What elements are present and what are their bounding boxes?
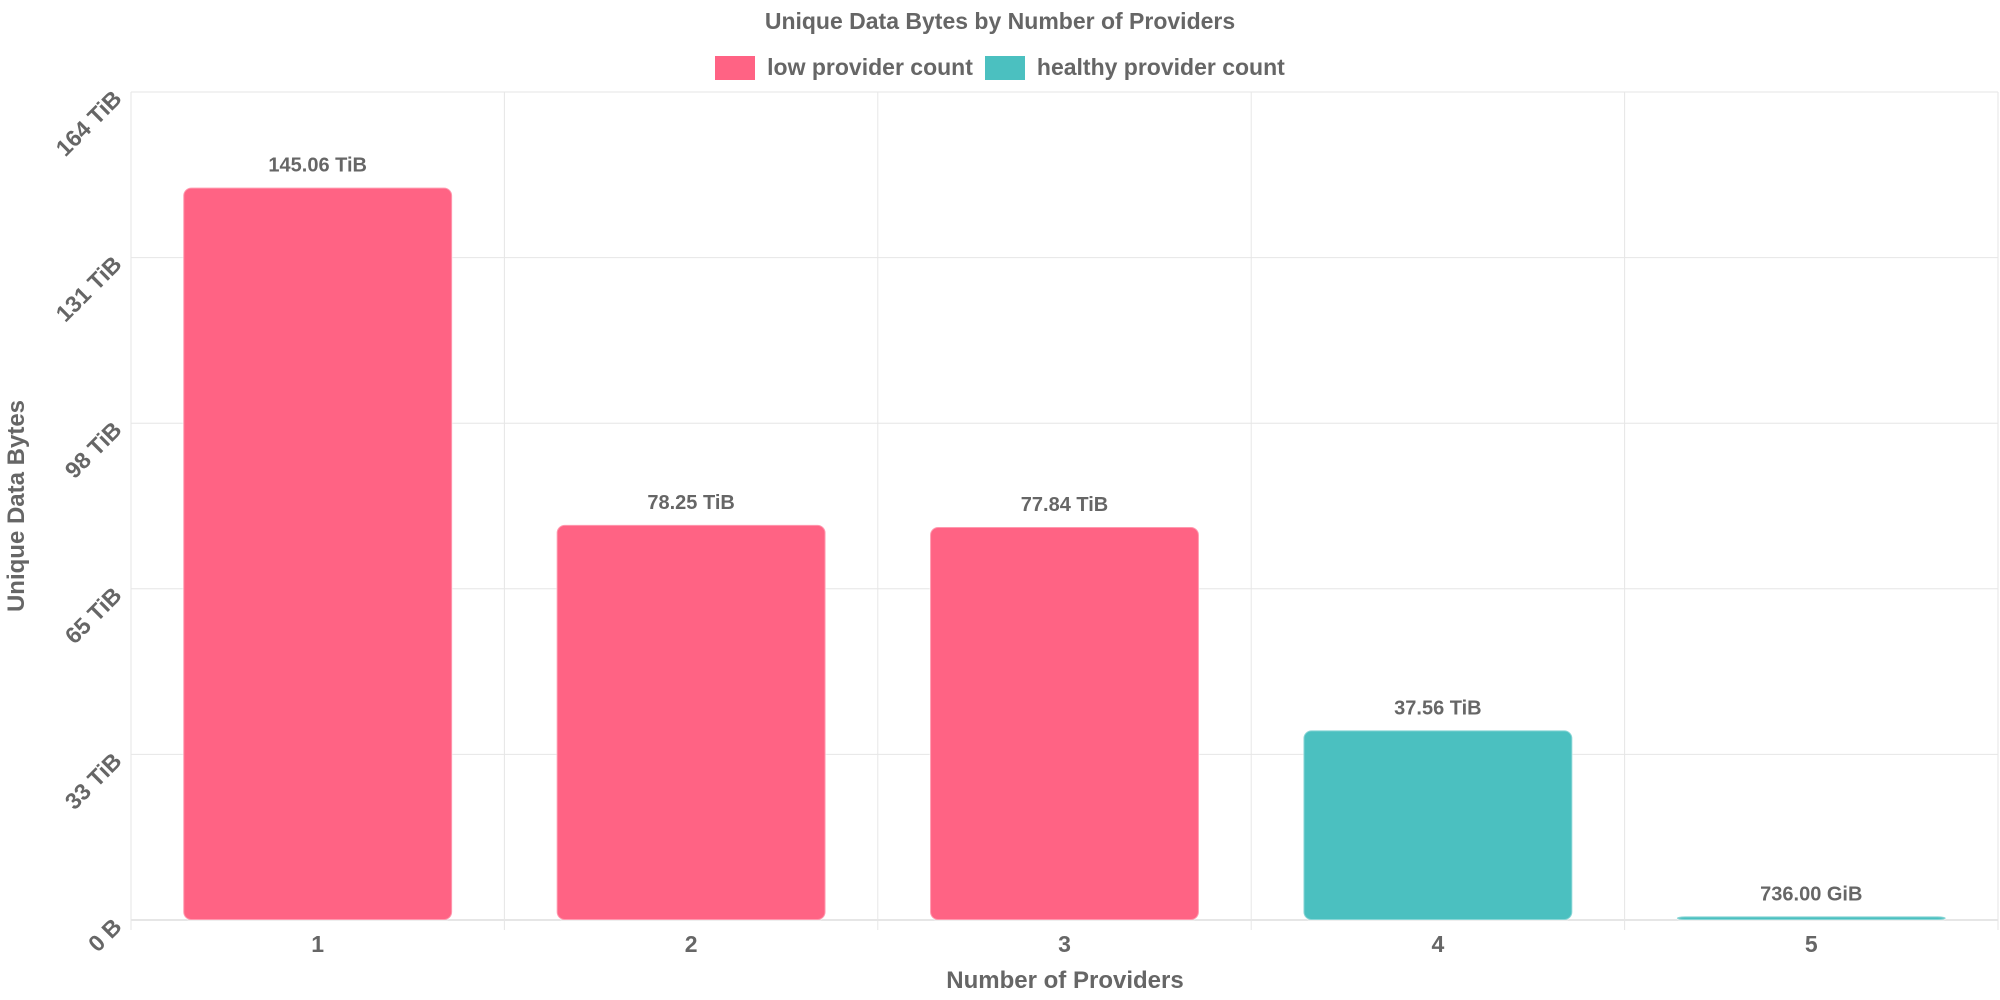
data-label-1: 145.06 TiB bbox=[268, 155, 367, 177]
data-label-4: 37.56 TiB bbox=[1394, 697, 1481, 719]
y-tick-label: 65 TiB bbox=[60, 582, 127, 649]
y-tick-label: 0 B bbox=[83, 913, 127, 957]
y-tick-label: 98 TiB bbox=[60, 416, 127, 483]
data-label-2: 78.25 TiB bbox=[647, 492, 734, 514]
bar-1[interactable] bbox=[182, 186, 454, 921]
bar-3[interactable] bbox=[929, 526, 1200, 921]
x-tick-4: 4 bbox=[1432, 931, 1445, 957]
legend: low provider count healthy provider coun… bbox=[0, 54, 2000, 81]
bar-4[interactable] bbox=[1302, 729, 1574, 921]
y-tick-label: 164 TiB bbox=[51, 85, 127, 161]
legend-item-healthy[interactable]: healthy provider count bbox=[984, 54, 1285, 81]
data-label-5: 736.00 GiB bbox=[1760, 883, 1862, 905]
y-axis-ticks: 0 B 33 TiB 65 TiB 98 TiB 131 TiB 164 TiB bbox=[51, 85, 127, 957]
legend-item-low[interactable]: low provider count bbox=[715, 54, 973, 81]
legend-label-healthy: healthy provider count bbox=[1036, 54, 1285, 80]
y-axis-title: Unique Data Bytes bbox=[3, 400, 30, 612]
legend-label-low: low provider count bbox=[767, 54, 973, 80]
legend-swatch-low bbox=[715, 55, 756, 80]
bar-5[interactable] bbox=[1675, 915, 1947, 922]
data-labels: 145.06 TiB 78.25 TiB 77.84 TiB 37.56 TiB 736… bbox=[268, 155, 1862, 906]
bar-2[interactable] bbox=[555, 523, 827, 921]
x-axis-title: Number of Providers bbox=[946, 967, 1183, 994]
x-tick-2: 2 bbox=[685, 931, 698, 957]
data-label-3: 77.84 TiB bbox=[1021, 494, 1108, 516]
x-tick-1: 1 bbox=[311, 931, 324, 957]
bars bbox=[182, 186, 1947, 922]
chart-title: Unique Data Bytes by Number of Providers bbox=[764, 8, 1236, 34]
y-tick-label: 131 TiB bbox=[51, 251, 127, 327]
x-tick-3: 3 bbox=[1058, 931, 1071, 957]
x-axis-ticks: 1 2 3 4 5 bbox=[311, 931, 1818, 957]
y-tick-label: 33 TiB bbox=[60, 748, 127, 815]
x-tick-5: 5 bbox=[1805, 931, 1818, 957]
legend-swatch-healthy bbox=[984, 55, 1025, 80]
